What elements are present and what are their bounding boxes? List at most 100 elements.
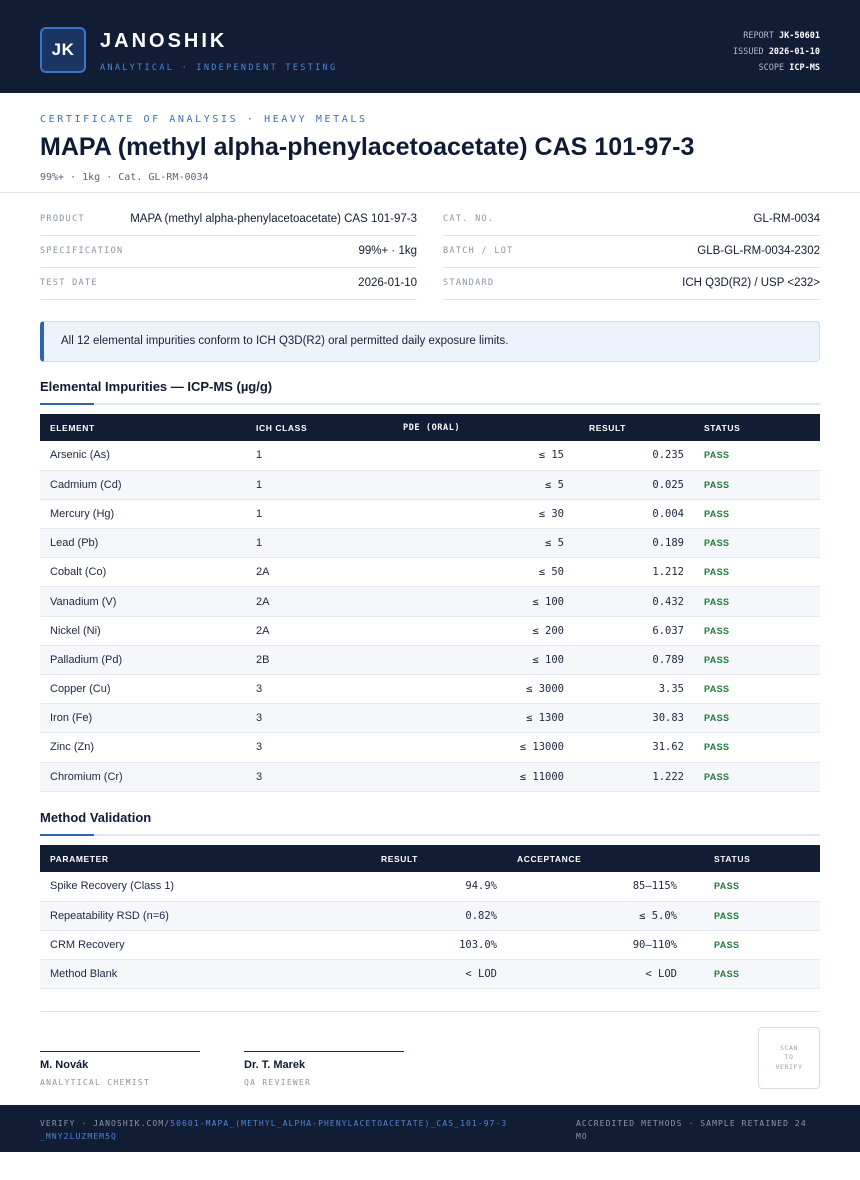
scan-text: TO (784, 1053, 794, 1062)
column-header: ICH CLASS (246, 414, 396, 441)
column-header: RESULT (574, 414, 694, 441)
scope-label: SCOPE (758, 63, 785, 73)
result-cell: 103.0% (371, 930, 507, 961)
ich-class-cell: 3 (246, 674, 396, 705)
table-row: Zinc (Zn) 3 ≤ 13000 31.62 PASS (40, 732, 820, 763)
result-cell: 0.025 (574, 470, 694, 500)
scan-text: SCAN (779, 1043, 799, 1052)
status-badge: PASS (694, 732, 820, 763)
column-header: ACCEPTANCE (507, 845, 687, 872)
result-cell: 0.789 (574, 645, 694, 676)
ich-class-cell: 1 (246, 528, 396, 559)
element-cell: Chromium (Cr) (40, 762, 246, 792)
issued-label: ISSUED (732, 47, 764, 57)
parameter-cell: Spike Recovery (Class 1) (40, 872, 371, 902)
signatory-name: M. Novák (40, 1059, 89, 1071)
issued-line: ISSUED 2026-01-10 (733, 44, 820, 60)
element-cell: Iron (Fe) (40, 703, 246, 734)
scope-value: ICP-MS (789, 63, 820, 73)
info-value: MAPA (methyl alpha-phenylacetoacetate) C… (130, 213, 417, 225)
column-header: STATUS (694, 414, 820, 441)
info-label: TEST DATE (40, 278, 98, 288)
table-row: Iron (Fe) 3 ≤ 1300 30.83 PASS (40, 703, 820, 734)
status-badge: PASS (687, 930, 820, 961)
info-value: GL-RM-0034 (753, 213, 820, 225)
scan-to-verify-box[interactable]: SCAN TO VERIFY (758, 1027, 820, 1089)
divider (0, 192, 860, 193)
table-row: Method Blank < LOD < LOD PASS (40, 959, 820, 990)
result-cell: 1.222 (574, 762, 694, 792)
page-title: MAPA (methyl alpha-phenylacetoacetate) C… (40, 133, 695, 161)
ich-class-cell: 1 (246, 470, 396, 500)
ich-class-cell: 2A (246, 616, 396, 646)
verify-link[interactable]: 50601-MAPA_(METHYL_ALPHA-PHENYLACETOACET… (40, 1119, 508, 1141)
status-badge: PASS (694, 528, 820, 559)
info-grid-left: PRODUCT MAPA (methyl alpha-phenylacetoac… (40, 204, 417, 300)
status-badge: PASS (694, 703, 820, 734)
pde-cell: ≤ 1300 (396, 703, 574, 734)
table-row: Palladium (Pd) 2B ≤ 100 0.789 PASS (40, 645, 820, 676)
column-header: ELEMENT (40, 414, 246, 441)
acceptance-cell: ≤ 5.0% (507, 901, 687, 931)
info-label: PRODUCT (40, 214, 85, 224)
brand-name: JANOSHIK (100, 30, 228, 52)
verify-line: VERIFY · JANOSHIK.COM/50601-MAPA_(METHYL… (40, 1117, 510, 1143)
impurities-heading: Elemental Impurities — ICP-MS (µg/g) (40, 379, 273, 394)
column-header: PARAMETER (40, 845, 371, 872)
parameter-cell: Method Blank (40, 959, 371, 990)
element-cell: Cadmium (Cd) (40, 470, 246, 500)
info-label: CAT. NO. (443, 214, 495, 224)
pde-cell: ≤ 100 (396, 645, 574, 676)
status-badge: PASS (687, 901, 820, 931)
ich-class-cell: 3 (246, 732, 396, 763)
scope-line: SCOPE ICP-MS (733, 60, 820, 76)
element-cell: Arsenic (As) (40, 441, 246, 471)
section-rule (40, 403, 820, 405)
table-row: Copper (Cu) 3 ≤ 3000 3.35 PASS (40, 674, 820, 705)
status-badge: PASS (687, 872, 820, 902)
signatory-role: ANALYTICAL CHEMIST (40, 1078, 151, 1087)
status-badge: PASS (694, 557, 820, 588)
info-value: 2026-01-10 (358, 277, 417, 289)
report-footer: VERIFY · JANOSHIK.COM/50601-MAPA_(METHYL… (0, 1105, 860, 1152)
status-badge: PASS (694, 586, 820, 617)
parameter-cell: CRM Recovery (40, 930, 371, 961)
status-badge: PASS (694, 762, 820, 792)
logo: JK (40, 27, 86, 73)
result-cell: 6.037 (574, 616, 694, 646)
report-id-label: REPORT (743, 31, 774, 41)
ich-class-cell: 3 (246, 762, 396, 792)
section-rule-accent (40, 834, 94, 836)
acceptance-cell: 85–115% (507, 872, 687, 902)
element-cell: Mercury (Hg) (40, 499, 246, 530)
column-header: PDE (ORAL) (396, 414, 574, 441)
info-grid-right: CAT. NO. GL-RM-0034 BATCH / LOT GLB-GL-R… (443, 204, 820, 300)
table-row: Repeatability RSD (n=6) 0.82% ≤ 5.0% PASS (40, 901, 820, 931)
column-header: RESULT (371, 845, 507, 872)
result-cell: 0.004 (574, 499, 694, 530)
report-meta: REPORT JK-50601 ISSUED 2026-01-10 SCOPE … (733, 28, 820, 76)
result-cell: < LOD (371, 959, 507, 990)
table-row: Lead (Pb) 1 ≤ 5 0.189 PASS (40, 528, 820, 559)
info-row-batch: BATCH / LOT GLB-GL-RM-0034-2302 (443, 236, 820, 268)
element-cell: Copper (Cu) (40, 674, 246, 705)
document-subtitle: 99%+ · 1kg · Cat. GL-RM-0034 (40, 172, 209, 183)
signature-line (244, 1051, 404, 1052)
impurities-table-body: Arsenic (As) 1 ≤ 15 0.235 PASS Cadmium (Cd) 1 ≤… (40, 441, 820, 792)
result-cell: 0.235 (574, 441, 694, 471)
table-row: Chromium (Cr) 3 ≤ 11000 1.222 PASS (40, 762, 820, 792)
table-row: Mercury (Hg) 1 ≤ 30 0.004 PASS (40, 499, 820, 530)
pde-cell: ≤ 200 (396, 616, 574, 646)
pde-cell: ≤ 50 (396, 557, 574, 588)
table-row: CRM Recovery 103.0% 90–110% PASS (40, 930, 820, 961)
result-cell: 30.83 (574, 703, 694, 734)
acceptance-cell: 90–110% (507, 930, 687, 961)
pde-cell: ≤ 30 (396, 499, 574, 530)
signature-block-analyst: M. Novák ANALYTICAL CHEMIST (40, 1051, 200, 1087)
report-header: JK JANOSHIK ANALYTICAL · INDEPENDENT TES… (0, 0, 860, 93)
table-row: Arsenic (As) 1 ≤ 15 0.235 PASS (40, 441, 820, 471)
info-value: 99%+ · 1kg (358, 245, 418, 257)
impurities-table-header: ELEMENT ICH CLASS PDE (ORAL) RESULT STAT… (40, 414, 820, 441)
section-rule-accent (40, 403, 94, 405)
element-cell: Lead (Pb) (40, 528, 246, 559)
